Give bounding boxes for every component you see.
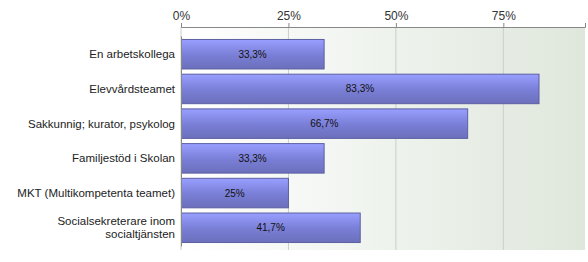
data-label: 83,3% [346,83,374,94]
category-label: MKT (Multikompetenta teamet) [17,187,175,199]
tick-label: 50% [384,9,408,23]
bar [181,74,539,104]
label-line: socialtjänsten [105,228,175,240]
label-line: Elevvårdsteamet [89,83,175,95]
chart: 0% 25% 50% 75% En arbetskollega Elevvårdsteam… [0,0,588,262]
bar [181,144,324,174]
axis-line [181,37,182,247]
category-label: Familjestöd i Skolan [72,152,175,164]
tick-mark [503,23,504,27]
category-label: Socialsekreterare inomsocialtjänsten [57,215,175,240]
tick-mark [181,23,182,27]
bar [181,109,468,139]
bar [181,39,324,69]
label-line: En arbetskollega [89,48,175,60]
category-labels: En arbetskollega Elevvårdsteamet Sakkunnig… [17,48,175,240]
data-labels: 33,3% 83,3% 66,7% 33,3% 25% 41,7% [225,49,375,234]
tick-mark [288,23,289,27]
tick-label: 0% [173,9,191,23]
category-label: En arbetskollega [89,48,175,60]
grid [181,27,503,250]
tick-mark [396,23,397,27]
label-line: Socialsekreterare inom [57,215,175,227]
x-axis: 0% 25% 50% 75% [173,9,586,28]
grid-line [503,27,504,250]
tick: 50% [384,9,408,27]
data-label: 41,7% [256,222,284,233]
data-label: 25% [225,188,245,199]
bar [181,178,288,208]
bar [181,213,360,243]
tick: 25% [277,9,301,27]
tick-label: 25% [277,9,301,23]
tick: 75% [492,9,516,27]
label-line: Familjestöd i Skolan [72,152,175,164]
y-axis [181,37,183,247]
data-label: 33,3% [238,49,266,60]
plot-background [181,27,585,250]
tick: 0% [173,9,191,27]
axis-line [182,23,586,28]
bars [181,39,539,242]
data-label: 33,3% [238,153,266,164]
label-line: Sakkunnig; kurator, psykolog [28,118,175,130]
grid-line [181,27,182,250]
label-line: MKT (Multikompetenta teamet) [17,187,175,199]
category-label: Sakkunnig; kurator, psykolog [28,118,175,130]
category-label: Elevvårdsteamet [89,83,175,95]
data-label: 66,7% [310,118,338,129]
tick-label: 75% [492,9,516,23]
